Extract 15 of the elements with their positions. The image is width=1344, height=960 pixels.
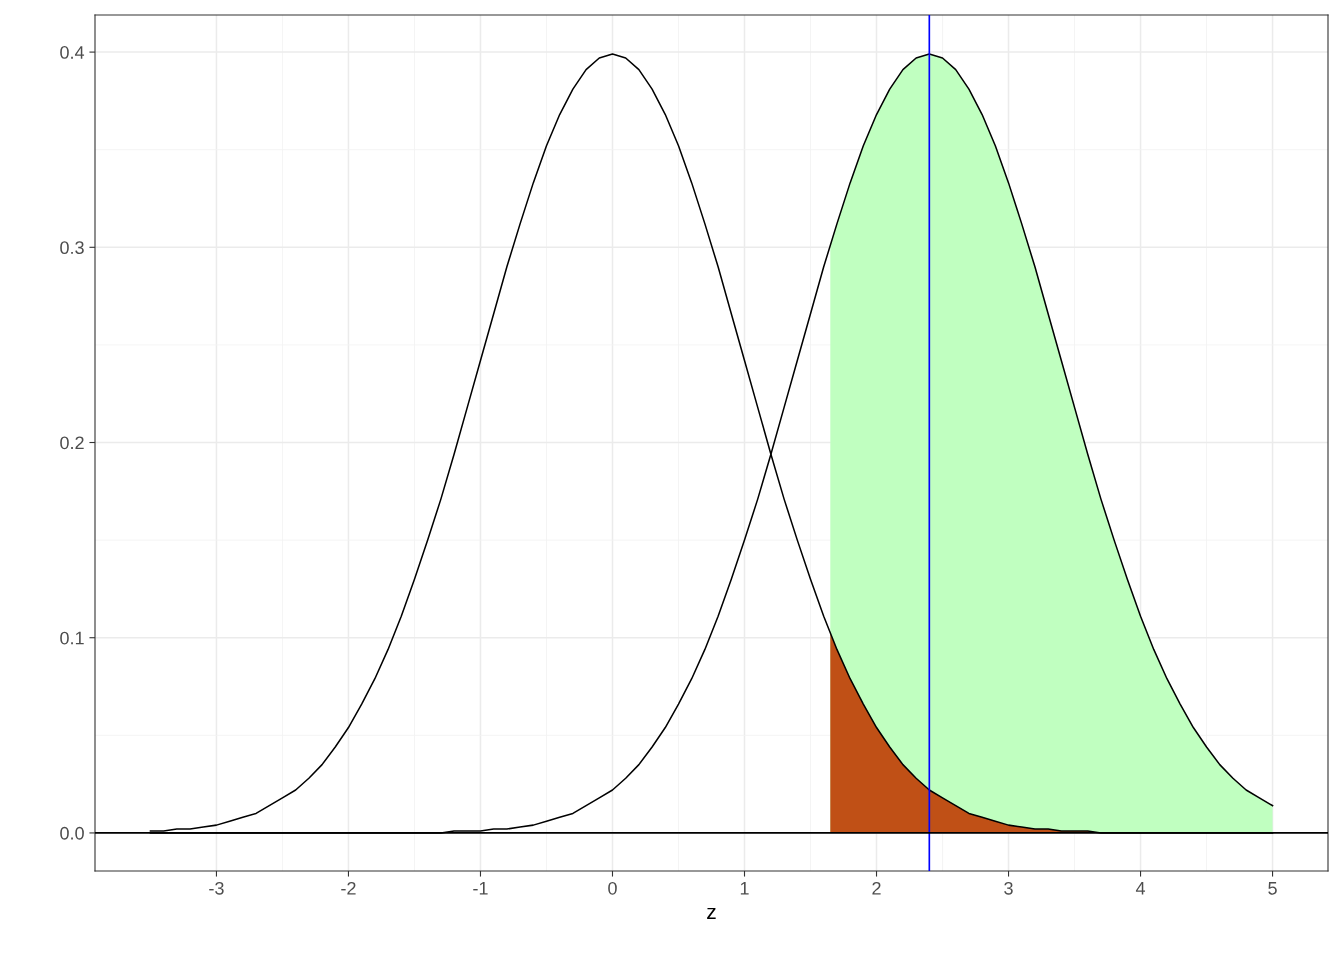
y-tick-label: 0.0 [60, 826, 84, 840]
x-tick-label: 0 [608, 881, 617, 895]
x-tick-label: 1 [740, 882, 749, 895]
y-tick-label: 0.1 [60, 631, 84, 645]
x-axis-title: z [707, 907, 716, 919]
y-tick-label: 0.2 [60, 436, 84, 450]
x-tick-label: -1 [473, 882, 488, 895]
x-tick-label: 4 [1135, 882, 1146, 895]
x-tick-label: -2 [341, 881, 356, 895]
y-tick-label: 0.4 [60, 46, 85, 59]
x-tick-label: 5 [1268, 882, 1277, 895]
x-tick-label: -3 [209, 881, 224, 895]
x-tick-label: 2 [872, 881, 881, 895]
y-tick-label: 0.3 [60, 241, 84, 255]
x-tick-label: 3 [1004, 881, 1013, 895]
